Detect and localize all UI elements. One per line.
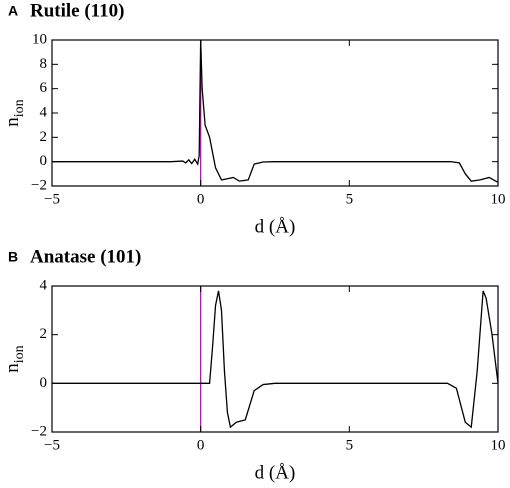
y-tick-label: 2 xyxy=(40,129,48,145)
y-axis-label-subscript: ion xyxy=(12,345,27,363)
y-axis-label: nion xyxy=(2,345,27,372)
y-tick-label: −2 xyxy=(31,423,47,439)
plot-frame xyxy=(51,285,499,433)
y-tick-label: −2 xyxy=(31,177,47,193)
chart-title: Anatase (101) xyxy=(30,246,141,267)
y-tick-label: 10 xyxy=(32,31,47,47)
y-tick-label: 4 xyxy=(40,104,48,120)
panel-label: A xyxy=(8,3,18,19)
x-tick-label: 0 xyxy=(197,191,205,207)
chart-title: Rutile (110) xyxy=(30,0,124,21)
x-tick-label: 5 xyxy=(346,191,354,207)
y-axis-label-subscript: ion xyxy=(12,99,27,117)
x-tick-label: 10 xyxy=(491,191,506,207)
y-tick-label: 0 xyxy=(40,375,48,391)
y-tick-label: 8 xyxy=(40,56,48,72)
panel-label: B xyxy=(8,249,18,265)
x-tick-label: 5 xyxy=(346,437,354,453)
y-tick-label: 0 xyxy=(40,153,48,169)
line xyxy=(52,39,499,183)
y-tick-label: 4 xyxy=(40,277,48,293)
x-axis-label: d (Å) xyxy=(255,462,296,483)
x-tick-label: −5 xyxy=(44,191,60,207)
y-axis-label: nion xyxy=(2,99,27,126)
plot-frame xyxy=(51,39,499,187)
x-tick-label: 10 xyxy=(491,437,506,453)
y-tick-label: 2 xyxy=(40,326,48,342)
y-axis-label-base: n xyxy=(2,363,23,373)
y-tick-label: 6 xyxy=(40,80,48,96)
y-axis-label-base: n xyxy=(2,117,23,127)
x-axis-label: d (Å) xyxy=(255,216,296,237)
line xyxy=(52,290,499,429)
x-tick-label: 0 xyxy=(197,437,205,453)
x-tick-label: −5 xyxy=(44,437,60,453)
